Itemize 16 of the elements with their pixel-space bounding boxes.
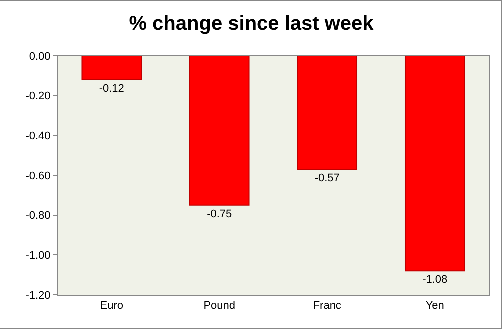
x-tick-label: Yen — [426, 300, 444, 312]
chart-title: % change since last week — [129, 13, 375, 36]
x-tick-label: Franc — [313, 300, 342, 312]
data-label: -0.75 — [207, 208, 232, 220]
y-tick-label: -1.00 — [26, 250, 51, 262]
x-tick-label: Pound — [204, 300, 236, 312]
data-label: -1.08 — [422, 274, 448, 286]
y-tick-label: -0.60 — [26, 170, 51, 182]
y-tick-label: -0.20 — [26, 90, 51, 103]
x-tick-label: Euro — [100, 300, 124, 312]
y-tick-label: 0.00 — [29, 50, 51, 63]
data-label: -0.57 — [314, 172, 340, 185]
y-tick-label: -0.40 — [26, 130, 51, 143]
y-tick-label: -1.20 — [26, 290, 51, 302]
y-tick-label: -0.80 — [26, 210, 51, 222]
data-label: -0.12 — [99, 82, 124, 95]
